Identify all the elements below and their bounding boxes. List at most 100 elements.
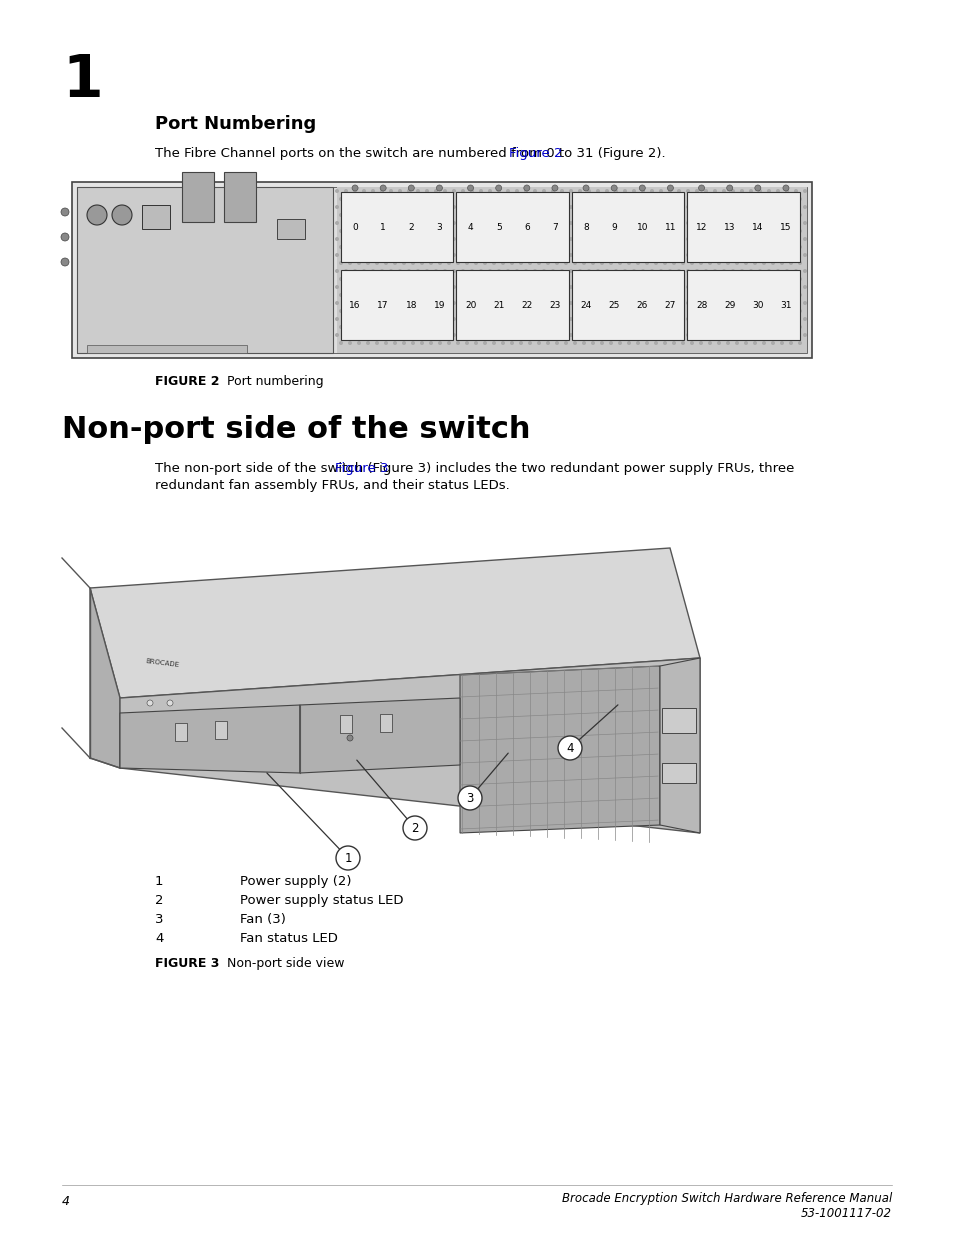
Circle shape <box>537 309 540 312</box>
Circle shape <box>401 245 406 249</box>
Circle shape <box>510 198 514 201</box>
Circle shape <box>599 245 603 249</box>
Circle shape <box>416 189 419 193</box>
Circle shape <box>568 253 573 257</box>
Text: 16: 16 <box>349 301 360 310</box>
Circle shape <box>452 269 456 273</box>
Circle shape <box>559 333 563 337</box>
Circle shape <box>348 293 352 296</box>
Circle shape <box>401 198 406 201</box>
Text: Fan status LED: Fan status LED <box>240 932 337 945</box>
Circle shape <box>478 205 482 209</box>
Circle shape <box>545 228 550 233</box>
Circle shape <box>685 333 689 337</box>
Circle shape <box>411 277 415 282</box>
Circle shape <box>649 253 654 257</box>
Circle shape <box>482 277 486 282</box>
Circle shape <box>407 205 411 209</box>
Circle shape <box>380 185 386 191</box>
Circle shape <box>743 198 747 201</box>
Circle shape <box>505 237 510 241</box>
Circle shape <box>775 269 780 273</box>
Circle shape <box>649 301 654 305</box>
Circle shape <box>761 228 765 233</box>
Circle shape <box>649 317 654 321</box>
Circle shape <box>496 185 501 191</box>
Circle shape <box>559 237 563 241</box>
Circle shape <box>371 237 375 241</box>
Circle shape <box>775 237 780 241</box>
Circle shape <box>371 205 375 209</box>
Circle shape <box>599 309 603 312</box>
Circle shape <box>740 301 743 305</box>
Circle shape <box>604 285 608 289</box>
Circle shape <box>671 228 676 233</box>
Circle shape <box>505 221 510 225</box>
Circle shape <box>743 261 747 266</box>
Circle shape <box>515 253 518 257</box>
Text: 29: 29 <box>723 301 735 310</box>
Circle shape <box>429 198 433 201</box>
Circle shape <box>482 325 486 329</box>
Circle shape <box>555 325 558 329</box>
Circle shape <box>545 212 550 217</box>
Circle shape <box>622 237 626 241</box>
Circle shape <box>752 228 757 233</box>
Circle shape <box>703 189 707 193</box>
Circle shape <box>527 277 532 282</box>
Circle shape <box>707 309 711 312</box>
Circle shape <box>640 301 644 305</box>
Circle shape <box>608 309 613 312</box>
Circle shape <box>586 221 590 225</box>
Circle shape <box>640 221 644 225</box>
Circle shape <box>707 341 711 345</box>
Circle shape <box>537 277 540 282</box>
Circle shape <box>555 293 558 296</box>
Circle shape <box>699 245 702 249</box>
Text: The non-port side of the switch (Figure 3) includes the two redundant power supp: The non-port side of the switch (Figure … <box>154 462 794 475</box>
Circle shape <box>384 309 388 312</box>
Text: 4: 4 <box>62 1195 70 1208</box>
Circle shape <box>581 341 585 345</box>
Text: Port Numbering: Port Numbering <box>154 115 315 133</box>
Circle shape <box>527 228 532 233</box>
Circle shape <box>366 293 370 296</box>
Circle shape <box>573 228 577 233</box>
Circle shape <box>488 189 492 193</box>
Circle shape <box>758 237 761 241</box>
Circle shape <box>644 261 648 266</box>
Circle shape <box>492 245 496 249</box>
Circle shape <box>599 341 603 345</box>
Circle shape <box>725 245 729 249</box>
Circle shape <box>537 293 540 296</box>
Circle shape <box>497 333 500 337</box>
Circle shape <box>689 228 693 233</box>
Circle shape <box>797 293 801 296</box>
Circle shape <box>61 233 69 241</box>
Circle shape <box>389 253 393 257</box>
Circle shape <box>407 285 411 289</box>
Circle shape <box>464 277 469 282</box>
Circle shape <box>488 301 492 305</box>
Circle shape <box>568 221 573 225</box>
Circle shape <box>344 333 348 337</box>
Circle shape <box>631 205 636 209</box>
Circle shape <box>419 261 423 266</box>
Circle shape <box>533 333 537 337</box>
Circle shape <box>671 341 676 345</box>
Circle shape <box>752 309 757 312</box>
Circle shape <box>366 212 370 217</box>
Circle shape <box>366 341 370 345</box>
Circle shape <box>639 185 644 191</box>
Circle shape <box>599 212 603 217</box>
Circle shape <box>596 221 599 225</box>
Circle shape <box>699 325 702 329</box>
Text: 4: 4 <box>566 741 573 755</box>
Circle shape <box>424 301 429 305</box>
Circle shape <box>752 293 757 296</box>
Circle shape <box>464 325 469 329</box>
Bar <box>77 186 806 353</box>
Circle shape <box>671 309 676 312</box>
Circle shape <box>523 317 527 321</box>
Circle shape <box>510 309 514 312</box>
